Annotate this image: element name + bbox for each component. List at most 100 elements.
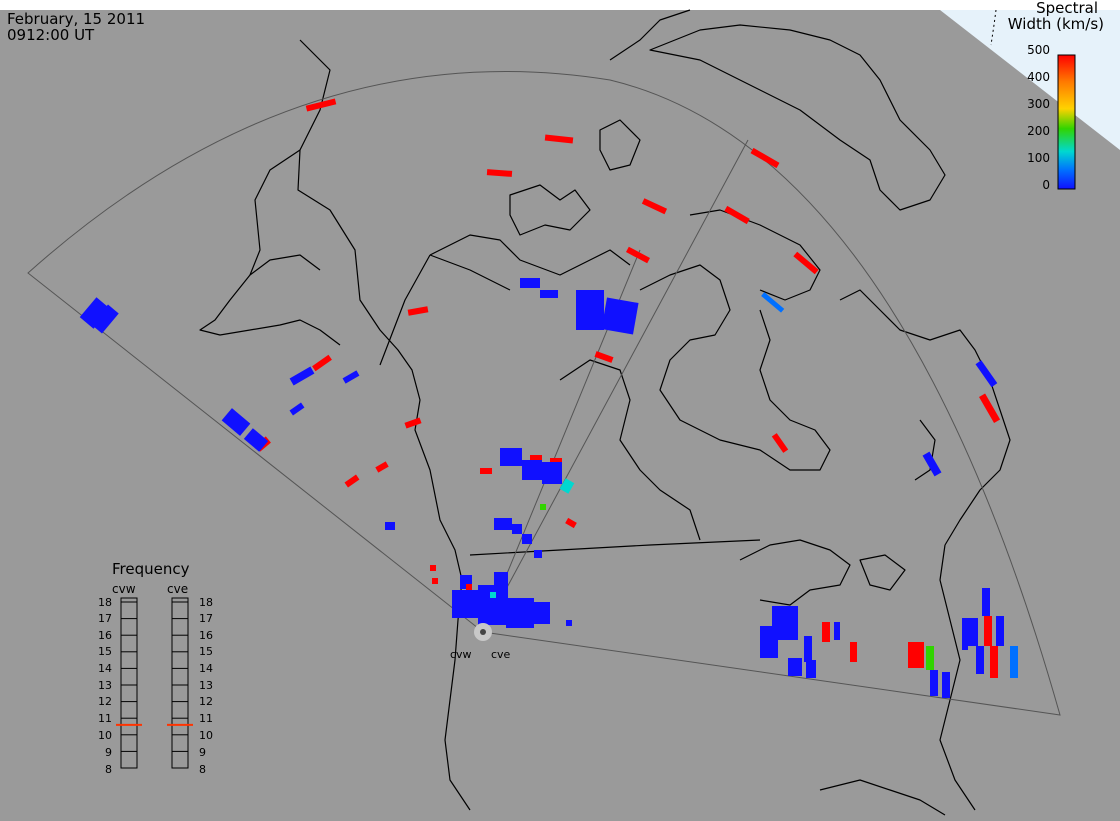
echo-cell — [594, 351, 614, 363]
echo-cell — [534, 550, 542, 558]
echo-cell — [822, 622, 830, 642]
frequency-left-labels: 18 17 16 15 14 13 12 11 10 9 8 — [98, 596, 112, 776]
echo-cell — [984, 616, 992, 646]
frequency-right-labels: 18 17 16 15 14 13 12 11 10 9 8 — [199, 596, 213, 776]
echo-cell — [724, 205, 750, 225]
echo-cell — [806, 660, 816, 678]
echo-cell — [486, 169, 513, 177]
echo-cell — [490, 592, 496, 598]
echo-cell — [342, 370, 360, 384]
echo-cell — [540, 504, 546, 510]
echo-cell — [494, 572, 508, 586]
echo-cell — [506, 598, 534, 628]
echo-cell — [930, 670, 938, 696]
top-band — [0, 0, 1120, 10]
echo-cell — [478, 585, 508, 625]
colorbar-title-2: Width (km/s) — [1008, 15, 1104, 33]
colorbar-tick: 200 — [1027, 124, 1050, 138]
frequency-scale-label: 11 — [199, 712, 213, 725]
frequency-grid — [121, 601, 188, 769]
echo-cell — [79, 297, 111, 329]
colorbar: Spectral Width (km/s) 500 400 300 200 10… — [1008, 0, 1104, 192]
frequency-scale-label: 17 — [98, 612, 112, 625]
echo-cell — [566, 620, 572, 626]
frequency-scale-label: 10 — [199, 729, 213, 742]
echo-cell — [344, 474, 360, 488]
echo-cell — [452, 590, 482, 618]
colorbar-tick: 300 — [1027, 97, 1050, 111]
echo-cell — [430, 565, 436, 571]
echo-cell — [494, 518, 512, 530]
echo-cell — [221, 408, 251, 436]
frequency-scale-label: 9 — [105, 746, 112, 759]
colorbar-tick: 400 — [1027, 70, 1050, 84]
echo-cell — [530, 455, 542, 461]
date-label: February, 15 2011 — [7, 10, 145, 28]
echo-cell — [962, 618, 968, 650]
frequency-scale-label: 14 — [199, 662, 213, 675]
echo-cell — [565, 517, 577, 529]
echo-cell — [542, 462, 562, 484]
frequency-scale-label: 18 — [199, 596, 213, 609]
echo-cell — [922, 451, 942, 477]
echo-cell — [91, 304, 119, 334]
echo-cell — [926, 646, 934, 670]
echo-cell — [522, 460, 542, 480]
echo-cell — [550, 458, 562, 464]
echo-cell — [466, 584, 472, 590]
echo-cell — [289, 366, 315, 386]
echo-cell — [982, 588, 990, 616]
frequency-scale-label: 14 — [98, 662, 112, 675]
frequency-scale-label: 11 — [98, 712, 112, 725]
echo-cell — [522, 534, 532, 544]
echo-cell — [788, 658, 802, 676]
frequency-scale-label: 15 — [98, 645, 112, 658]
echo-cell — [979, 393, 1001, 423]
echo-cell — [641, 198, 668, 215]
echo-cell — [559, 478, 575, 494]
echo-cell — [771, 433, 789, 453]
frequency-title: Frequency — [112, 560, 190, 578]
radar-sites: cvw cve — [450, 623, 511, 661]
echo-cell — [540, 290, 558, 298]
frequency-scale-label: 8 — [199, 763, 206, 776]
radar-site-dot — [480, 629, 486, 635]
frequency-panel: Frequency cvw cve 18 17 16 15 14 13 12 1… — [98, 560, 213, 776]
frequency-scale-label: 17 — [199, 612, 213, 625]
colorbar-title-1: Spectral — [1036, 0, 1098, 17]
frequency-scale-label: 16 — [98, 629, 112, 642]
borders — [379, 254, 761, 556]
frequency-scale-label: 8 — [105, 763, 112, 776]
station-label-cvw: cvw — [450, 648, 472, 661]
echo-cell — [404, 417, 422, 429]
echo-cell — [312, 354, 332, 372]
echo-cell — [544, 134, 574, 144]
echo-cell — [375, 461, 389, 473]
echo-cell — [625, 246, 651, 264]
colorbar-scale — [1057, 54, 1076, 190]
echo-cell — [601, 297, 639, 335]
frequency-scale-label: 18 — [98, 596, 112, 609]
echo-cell — [942, 672, 950, 698]
echo-cell — [305, 98, 337, 112]
echo-cell — [540, 606, 550, 614]
station-label-cve: cve — [491, 648, 511, 661]
echo-cell — [289, 402, 305, 416]
echo-cell — [804, 636, 812, 662]
echo-cell — [576, 290, 604, 330]
frequency-scale-label: 12 — [199, 695, 213, 708]
time-label: 0912:00 UT — [7, 26, 95, 44]
echo-cell — [975, 360, 998, 388]
echo-cell — [850, 642, 857, 662]
frequency-scale-label: 16 — [199, 629, 213, 642]
frequency-scale-label: 12 — [98, 695, 112, 708]
frequency-radar-label: cvw — [112, 582, 136, 596]
echo-cell — [976, 646, 984, 674]
echo-cell — [243, 428, 269, 452]
echo-cell — [500, 448, 522, 466]
frequency-scale-label: 9 — [199, 746, 206, 759]
frequency-scale-label: 15 — [199, 645, 213, 658]
echo-cell — [407, 306, 429, 316]
